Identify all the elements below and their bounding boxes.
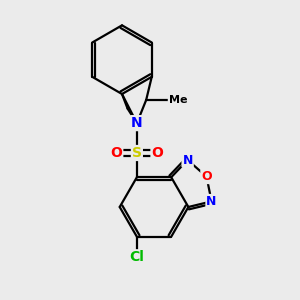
Text: Cl: Cl	[129, 250, 144, 264]
Text: Me: Me	[169, 95, 187, 105]
Text: N: N	[131, 116, 143, 130]
Text: O: O	[152, 146, 163, 160]
Text: S: S	[132, 146, 142, 160]
Text: O: O	[110, 146, 122, 160]
Text: O: O	[201, 170, 212, 183]
Text: N: N	[206, 195, 217, 208]
Text: N: N	[182, 154, 193, 166]
